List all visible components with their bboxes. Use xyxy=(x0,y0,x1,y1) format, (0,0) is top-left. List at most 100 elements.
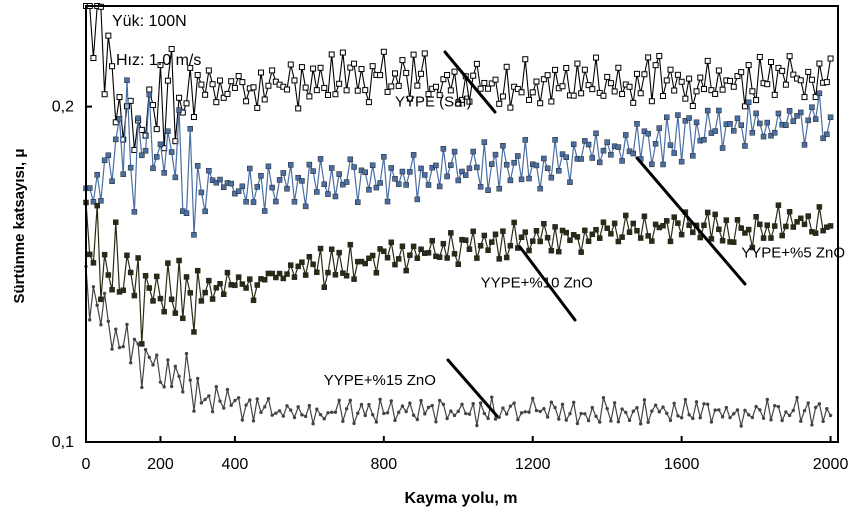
series-2-point-108 xyxy=(485,247,491,253)
series-2-point-96 xyxy=(440,240,447,247)
series-1-point-9 xyxy=(116,115,123,122)
series-1-point-143 xyxy=(615,144,622,150)
series-0-point-173 xyxy=(727,77,734,84)
series-1-point-47 xyxy=(258,172,264,179)
series-0-point-17 xyxy=(146,86,153,93)
series-0-point-144 xyxy=(619,91,626,98)
series-2-point-23 xyxy=(168,296,175,303)
series-2-point-133 xyxy=(578,249,584,255)
series-0-point-46 xyxy=(254,104,261,111)
series-1-point-195 xyxy=(809,104,815,110)
series-0-point-167 xyxy=(704,57,711,64)
series-0-point-174 xyxy=(730,83,737,90)
series-3-point-45 xyxy=(251,419,256,423)
series-3-point-135 xyxy=(586,418,591,423)
series-3-point-60 xyxy=(307,403,312,408)
series-2-point-42 xyxy=(239,281,246,287)
series-0 xyxy=(83,3,834,153)
series-3-point-102 xyxy=(464,411,468,416)
series-2-point-57 xyxy=(295,263,301,270)
series-0-point-197 xyxy=(816,60,823,67)
series-annotation-1: YYPE+%5 ZnO xyxy=(741,245,845,262)
series-0-point-41 xyxy=(235,73,242,80)
series-0-point-32 xyxy=(202,91,209,98)
series-0-point-170 xyxy=(715,67,722,74)
series-1-point-194 xyxy=(805,117,811,124)
series-3-point-19 xyxy=(155,353,159,357)
series-1-point-163 xyxy=(690,153,696,159)
series-2-point-67 xyxy=(332,272,339,278)
series-2-point-113 xyxy=(503,254,510,261)
series-0-point-29 xyxy=(190,114,197,121)
series-3-point-103 xyxy=(467,412,472,416)
series-2-point-139 xyxy=(600,219,607,225)
series-1-point-83 xyxy=(392,176,398,182)
series-0-point-110 xyxy=(492,76,499,83)
series-0-point-30 xyxy=(194,71,201,78)
series-1-point-76 xyxy=(366,186,372,193)
series-2-point-187 xyxy=(779,232,785,239)
chart-axes xyxy=(85,5,839,443)
series-3-point-90 xyxy=(419,398,423,403)
series-2-point-127 xyxy=(556,248,562,255)
series-2-point-55 xyxy=(288,262,294,268)
series-2-point-156 xyxy=(664,218,670,224)
load-info: Yük: 100N xyxy=(112,13,187,30)
series-0-point-89 xyxy=(414,82,421,89)
series-2-point-175 xyxy=(734,217,741,223)
series-0-point-83 xyxy=(391,70,398,77)
y-tick-label-0: 0,1 xyxy=(52,434,74,451)
series-3 xyxy=(84,264,833,428)
series-0-point-73 xyxy=(354,87,361,94)
series-0-point-16 xyxy=(142,132,149,139)
series-1-point-24 xyxy=(172,174,179,181)
series-2-point-54 xyxy=(284,271,290,277)
series-3-point-47 xyxy=(259,410,263,415)
series-3-point-146 xyxy=(627,418,632,423)
series-1-point-94 xyxy=(433,162,439,169)
series-3-point-180 xyxy=(754,404,758,409)
series-1-point-45 xyxy=(250,199,257,205)
series-0-point-141 xyxy=(607,80,614,87)
series-2-point-50 xyxy=(269,270,275,277)
series-2-point-87 xyxy=(407,252,413,258)
series-0-point-66 xyxy=(328,51,335,58)
series-2-point-17 xyxy=(146,285,153,291)
series-0-point-168 xyxy=(708,87,715,94)
series-2-point-167 xyxy=(704,209,711,216)
series-1-point-5 xyxy=(101,157,108,164)
series-2-point-111 xyxy=(496,256,502,262)
series-0-point-180 xyxy=(753,97,760,104)
series-3-point-154 xyxy=(657,410,662,414)
series-0-point-192 xyxy=(797,77,804,84)
series-0-point-50 xyxy=(269,67,276,74)
series-2-point-22 xyxy=(165,260,171,266)
series-3-point-163 xyxy=(691,416,695,421)
series-3-point-3 xyxy=(95,303,99,307)
series-2-point-92 xyxy=(425,250,432,256)
series-2-point-168 xyxy=(708,236,715,242)
series-annotation-3: YYPE+%15 ZnO xyxy=(324,372,436,389)
series-0-point-54 xyxy=(284,86,291,93)
series-1-point-186 xyxy=(775,110,782,117)
series-0-point-7 xyxy=(109,63,116,70)
series-0-point-152 xyxy=(648,98,655,105)
series-2-point-140 xyxy=(604,225,610,231)
series-2-point-89 xyxy=(414,255,421,261)
series-1-point-46 xyxy=(254,184,260,190)
series-0-point-65 xyxy=(324,91,331,98)
series-1-point-42 xyxy=(239,183,246,190)
series-1-point-1 xyxy=(86,185,93,191)
series-1-point-35 xyxy=(213,179,220,186)
series-3-point-53 xyxy=(281,414,286,418)
series-2-point-189 xyxy=(786,209,793,215)
series-3-point-120 xyxy=(531,396,535,401)
x-tick-label-1: 200 xyxy=(147,456,174,473)
series-3-point-68 xyxy=(337,398,341,403)
series-1-point-138 xyxy=(596,159,603,166)
series-3-point-126 xyxy=(553,405,557,410)
series-2-point-25 xyxy=(176,257,182,264)
series-0-point-194 xyxy=(805,68,812,75)
series-1-point-32 xyxy=(202,208,208,215)
